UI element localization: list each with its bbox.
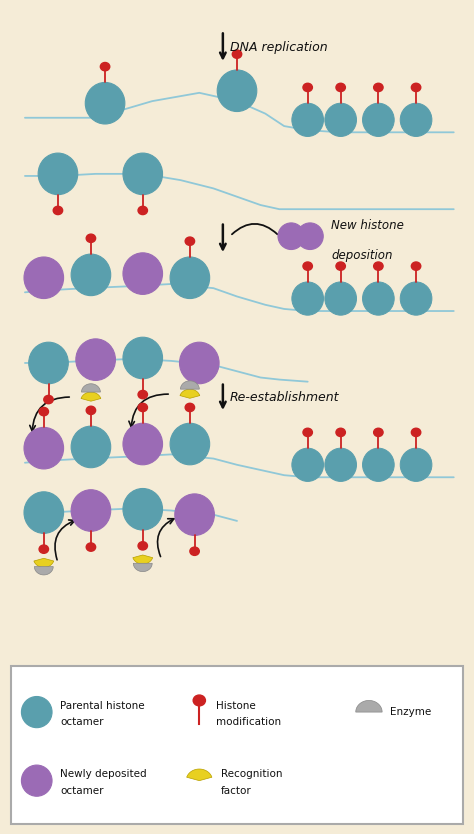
Ellipse shape xyxy=(85,83,125,124)
Ellipse shape xyxy=(71,426,111,468)
Ellipse shape xyxy=(292,103,324,137)
Text: factor: factor xyxy=(220,786,251,796)
Ellipse shape xyxy=(71,254,111,295)
Circle shape xyxy=(86,406,96,414)
Text: New histone: New histone xyxy=(331,219,404,232)
Ellipse shape xyxy=(292,282,324,315)
Polygon shape xyxy=(181,381,199,389)
Circle shape xyxy=(374,262,383,270)
Ellipse shape xyxy=(297,223,323,249)
Circle shape xyxy=(303,428,312,436)
Circle shape xyxy=(138,206,147,214)
Circle shape xyxy=(411,83,421,92)
Circle shape xyxy=(138,390,147,399)
Circle shape xyxy=(336,428,346,436)
Text: octamer: octamer xyxy=(60,786,104,796)
Ellipse shape xyxy=(24,427,64,469)
Circle shape xyxy=(86,543,96,551)
Ellipse shape xyxy=(21,696,52,728)
Text: Re-establishment: Re-establishment xyxy=(230,391,339,404)
Ellipse shape xyxy=(170,423,210,465)
Circle shape xyxy=(44,395,53,404)
Ellipse shape xyxy=(123,253,163,294)
Text: Recognition: Recognition xyxy=(220,770,282,780)
Circle shape xyxy=(86,234,96,243)
Circle shape xyxy=(138,404,147,412)
Ellipse shape xyxy=(123,423,163,465)
Ellipse shape xyxy=(123,153,163,194)
Text: modification: modification xyxy=(216,717,281,727)
Polygon shape xyxy=(82,384,100,392)
Circle shape xyxy=(100,63,110,71)
Polygon shape xyxy=(34,558,54,567)
Polygon shape xyxy=(180,389,200,399)
Ellipse shape xyxy=(76,339,116,380)
Polygon shape xyxy=(35,566,53,575)
Circle shape xyxy=(138,542,147,550)
Circle shape xyxy=(185,237,195,245)
Ellipse shape xyxy=(175,494,214,535)
Circle shape xyxy=(303,83,312,92)
Circle shape xyxy=(336,83,346,92)
Circle shape xyxy=(411,262,421,270)
Ellipse shape xyxy=(325,103,356,137)
Circle shape xyxy=(374,428,383,436)
Polygon shape xyxy=(81,392,101,401)
Circle shape xyxy=(374,83,383,92)
Polygon shape xyxy=(133,555,153,564)
Circle shape xyxy=(336,262,346,270)
Text: Histone: Histone xyxy=(216,701,255,711)
Ellipse shape xyxy=(278,223,304,249)
Circle shape xyxy=(190,547,199,555)
Ellipse shape xyxy=(325,282,356,315)
Ellipse shape xyxy=(38,153,78,194)
Ellipse shape xyxy=(325,448,356,481)
Ellipse shape xyxy=(400,282,432,315)
Circle shape xyxy=(39,545,48,553)
Circle shape xyxy=(185,404,195,412)
Ellipse shape xyxy=(71,490,111,531)
Ellipse shape xyxy=(29,342,68,384)
Ellipse shape xyxy=(180,342,219,384)
Ellipse shape xyxy=(292,448,324,481)
Polygon shape xyxy=(187,769,212,781)
Ellipse shape xyxy=(123,337,163,379)
Ellipse shape xyxy=(170,257,210,299)
Ellipse shape xyxy=(21,765,52,796)
Ellipse shape xyxy=(24,257,64,299)
Circle shape xyxy=(53,206,63,214)
FancyBboxPatch shape xyxy=(11,666,463,824)
Text: Newly deposited: Newly deposited xyxy=(60,770,147,780)
Polygon shape xyxy=(356,701,382,712)
Ellipse shape xyxy=(363,448,394,481)
Circle shape xyxy=(411,428,421,436)
Circle shape xyxy=(39,408,48,416)
Ellipse shape xyxy=(363,103,394,137)
Text: deposition: deposition xyxy=(331,249,393,262)
Circle shape xyxy=(232,50,242,58)
Circle shape xyxy=(303,262,312,270)
Ellipse shape xyxy=(400,103,432,137)
Ellipse shape xyxy=(24,492,64,534)
Text: octamer: octamer xyxy=(60,717,104,727)
Text: DNA replication: DNA replication xyxy=(230,41,328,53)
Ellipse shape xyxy=(400,448,432,481)
Ellipse shape xyxy=(363,282,394,315)
Ellipse shape xyxy=(123,489,163,530)
Text: Parental histone: Parental histone xyxy=(60,701,145,711)
Ellipse shape xyxy=(217,70,257,112)
Text: Enzyme: Enzyme xyxy=(390,707,431,717)
Polygon shape xyxy=(133,563,152,571)
Circle shape xyxy=(193,695,205,706)
